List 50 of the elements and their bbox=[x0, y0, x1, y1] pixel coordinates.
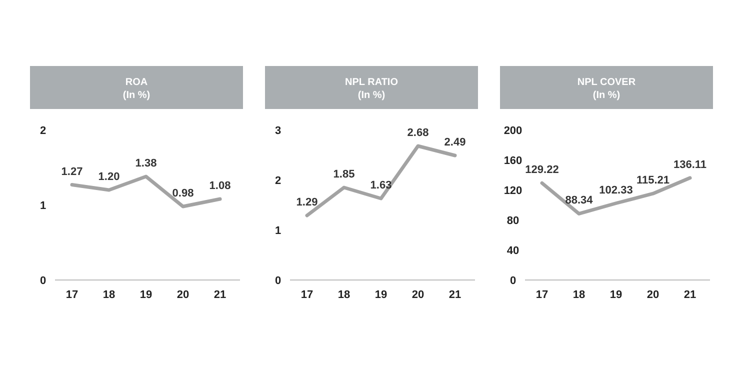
y-tick-label: 2 bbox=[274, 175, 282, 187]
data-label: 88.34 bbox=[565, 194, 594, 207]
y-tick-label: 200 bbox=[504, 125, 522, 137]
x-tick-label: 17 bbox=[300, 289, 314, 301]
x-tick-label: 20 bbox=[176, 289, 190, 301]
x-tick-label: 21 bbox=[684, 289, 696, 301]
x-tick-label: 19 bbox=[140, 289, 152, 301]
y-tick-label: 1 bbox=[274, 225, 282, 237]
data-label: 102.33 bbox=[599, 184, 633, 196]
x-tick-label: 21 bbox=[448, 289, 462, 301]
chart-title: NPL RATIO bbox=[345, 77, 398, 88]
chart-subtitle: (In %) bbox=[358, 90, 386, 101]
data-label: 1.29 bbox=[296, 196, 318, 208]
data-label: 2.68 bbox=[407, 127, 429, 139]
y-tick-label: 2 bbox=[40, 125, 46, 137]
y-tick-label: 40 bbox=[506, 245, 520, 257]
data-label: 115.21 bbox=[636, 174, 670, 187]
chart-title: ROA bbox=[125, 77, 148, 88]
x-tick-label: 18 bbox=[102, 289, 116, 301]
y-tick-label: 0 bbox=[510, 275, 516, 287]
data-label: 2.49 bbox=[444, 136, 466, 148]
data-label: 1.85 bbox=[333, 168, 355, 180]
x-tick-label: 21 bbox=[214, 289, 226, 301]
y-tick-label: 0 bbox=[40, 275, 46, 287]
data-label: 1.38 bbox=[135, 158, 157, 170]
x-tick-label: 17 bbox=[66, 289, 78, 301]
data-label: 1.27 bbox=[61, 166, 83, 178]
y-tick-label: 160 bbox=[504, 155, 522, 167]
chart-subtitle: (In %) bbox=[592, 90, 620, 101]
y-tick-label: 0 bbox=[274, 275, 282, 287]
x-tick-label: 20 bbox=[646, 289, 660, 301]
x-tick-label: 19 bbox=[374, 289, 388, 301]
y-tick-label: 1 bbox=[40, 200, 46, 212]
x-tick-label: 20 bbox=[412, 289, 424, 301]
x-tick-label: 18 bbox=[572, 289, 586, 301]
chart-subtitle: (In %) bbox=[122, 90, 150, 101]
line-series bbox=[540, 176, 692, 216]
y-tick-label: 80 bbox=[506, 215, 520, 227]
data-label: 129.22 bbox=[525, 164, 559, 176]
y-tick-label: 3 bbox=[274, 125, 282, 137]
y-tick-label: 120 bbox=[504, 185, 522, 197]
data-label: 1.20 bbox=[98, 171, 120, 183]
x-tick-label: 19 bbox=[610, 289, 622, 301]
x-tick-label: 17 bbox=[536, 289, 548, 301]
data-label: 136.11 bbox=[673, 158, 707, 171]
chart-title: NPL COVER bbox=[577, 77, 636, 88]
data-label: 1.63 bbox=[370, 180, 392, 192]
data-label: 0.98 bbox=[172, 188, 194, 200]
x-tick-label: 18 bbox=[338, 289, 350, 301]
data-label: 1.08 bbox=[209, 180, 231, 192]
